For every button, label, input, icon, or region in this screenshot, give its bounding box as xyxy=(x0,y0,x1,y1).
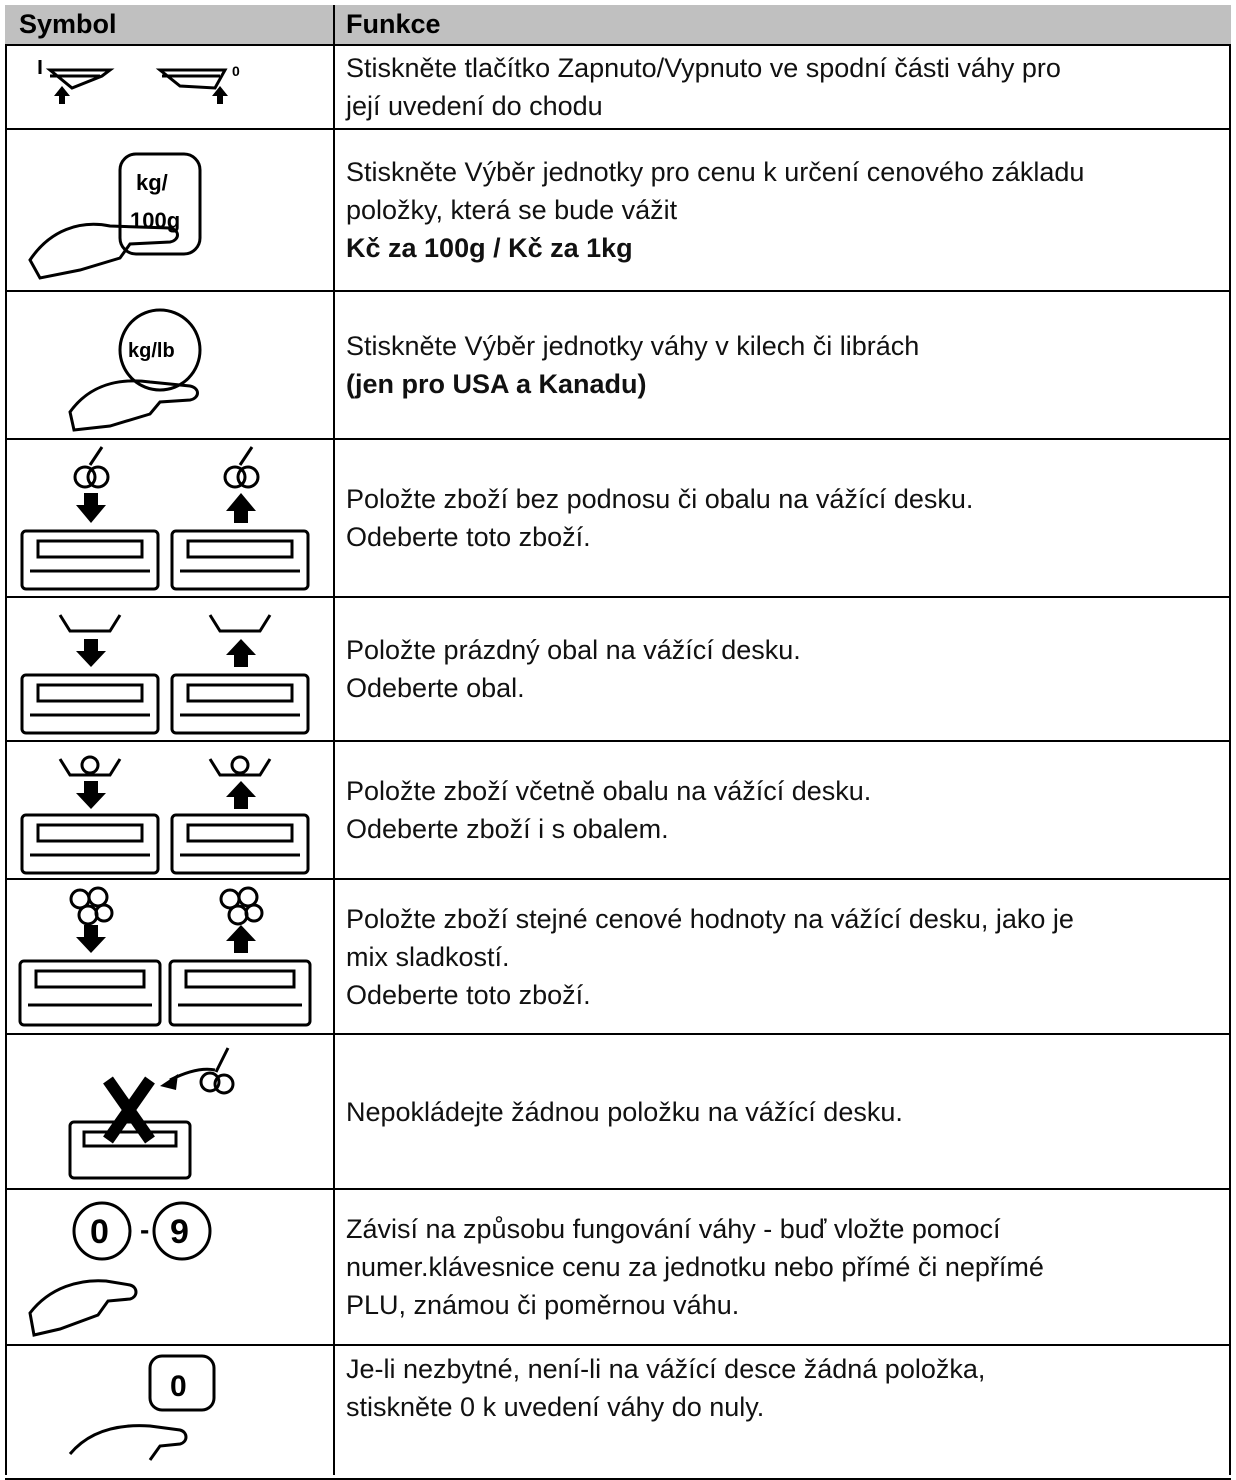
text-line: Závisí na způsobu fungování váhy - buď v… xyxy=(346,1214,1001,1244)
function-cell: Závisí na způsobu fungování váhy - buď v… xyxy=(346,1190,1219,1344)
header-cell: Funkce xyxy=(346,9,441,39)
svg-text:0: 0 xyxy=(232,63,240,79)
text-line: Stiskněte Výběr jednotky pro cenu k urče… xyxy=(346,157,1085,187)
text-line: Odeberte obal. xyxy=(346,673,525,703)
text-line: položky, která se bude vážit xyxy=(346,195,678,225)
function-cell: Položte zboží včetně obalu na vážící des… xyxy=(346,742,1219,878)
column-divider xyxy=(333,5,335,1475)
text-line: stiskněte 0 k uvedení váhy do nuly. xyxy=(346,1392,765,1422)
icon-price-unit: kg/100g xyxy=(28,152,202,280)
table-row: Stiskněte Výběr jednotky pro cenu k urče… xyxy=(5,130,1231,292)
icon-power: 0 xyxy=(38,60,240,104)
function-cell: Nepokládejte žádnou položku na vážící de… xyxy=(346,1035,1219,1188)
icon-tare xyxy=(20,614,310,735)
icon-zero: 0 xyxy=(68,1354,216,1461)
icon-no-goods xyxy=(68,1047,235,1180)
text-line: Stiskněte tlačítko Zapnuto/Vypnuto ve sp… xyxy=(346,52,1061,83)
icon-mixed-goods xyxy=(18,886,312,1027)
table-row: Položte zboží bez podnosu či obalu na vá… xyxy=(5,440,1231,598)
svg-text:0: 0 xyxy=(90,1213,109,1251)
icon-keypad: 0- 9 xyxy=(28,1201,212,1337)
header-row: Symbol Funkce xyxy=(5,5,1231,46)
icon-goods-tare xyxy=(20,755,310,875)
text-line: mix sladkostí. xyxy=(346,941,510,972)
text-line: Položte zboží stejné cenové hodnoty na v… xyxy=(346,903,1074,934)
text-line: Odeberte toto zboží. xyxy=(346,979,591,1010)
text-line: její uvedení do chodu xyxy=(346,90,603,121)
svg-text:0: 0 xyxy=(170,1370,187,1403)
table-row: Nepokládejte žádnou položku na vážící de… xyxy=(5,1035,1231,1190)
function-cell: Položte zboží stejné cenové hodnoty na v… xyxy=(346,880,1219,1033)
table-row: Závisí na způsobu fungování váhy - buď v… xyxy=(5,1190,1231,1346)
table-row: Stiskněte tlačítko Zapnuto/Vypnuto ve sp… xyxy=(5,45,1231,130)
text-line: Je-li nezbytné, není-li na vážící desce … xyxy=(346,1354,986,1384)
svg-text:kg/: kg/ xyxy=(136,170,168,195)
table-row: Stiskněte Výběr jednotky váhy v kilech č… xyxy=(5,292,1231,440)
text-line: Odeberte toto zboží. xyxy=(346,522,591,552)
function-cell: Stiskněte Výběr jednotky pro cenu k urče… xyxy=(346,130,1219,290)
function-cell: Stiskněte tlačítko Zapnuto/Vypnuto ve sp… xyxy=(346,45,1219,128)
text-line: Stiskněte Výběr jednotky váhy v kilech č… xyxy=(346,331,920,361)
text-line: Položte zboží bez podnosu či obalu na vá… xyxy=(346,484,974,514)
icon-kg-lb: kg/lb xyxy=(68,308,202,432)
function-cell: Položte prázdný obal na vážící desku. Ode… xyxy=(346,598,1219,740)
text-line: Položte zboží včetně obalu na vážící des… xyxy=(346,776,872,806)
text-line: numer.klávesnice cenu za jednotku nebo p… xyxy=(346,1252,1044,1282)
svg-text:9: 9 xyxy=(170,1213,189,1251)
svg-text:kg/lb: kg/lb xyxy=(128,340,175,362)
svg-text:-: - xyxy=(140,1214,149,1245)
function-cell: Stiskněte Výběr jednotky váhy v kilech č… xyxy=(346,292,1219,438)
text-line: Odeberte zboží i s obalem. xyxy=(346,814,669,844)
bold-line: Kč za 100g / Kč za 1kg xyxy=(346,233,633,263)
bold-line: (jen pro USA a Kanadu) xyxy=(346,369,647,399)
icon-goods xyxy=(20,446,310,591)
text-line: Položte prázdný obal na vážící desku. xyxy=(346,635,801,665)
function-cell: Je-li nezbytné, není-li na vážící desce … xyxy=(346,1346,1219,1478)
header-cell: Symbol xyxy=(19,9,117,39)
function-cell: Položte zboží bez podnosu či obalu na vá… xyxy=(346,440,1219,596)
table-row: Položte prázdný obal na vážící desku. Ode… xyxy=(5,598,1231,742)
text-line: Nepokládejte žádnou položku na vážící de… xyxy=(346,1096,903,1127)
table-row: Položte zboží včetně obalu na vážící des… xyxy=(5,742,1231,880)
table-row: Položte zboží stejné cenové hodnoty na v… xyxy=(5,880,1231,1035)
text-line: PLU, známou či poměrnou váhu. xyxy=(346,1290,740,1320)
